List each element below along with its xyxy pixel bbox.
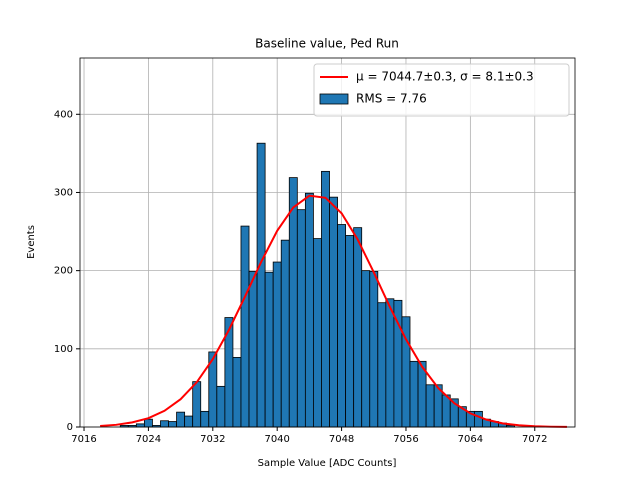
- histogram-bar: [473, 410, 483, 428]
- histogram-bar: [135, 423, 145, 428]
- x-tick-label: 7032: [200, 434, 225, 445]
- histogram-bar: [232, 357, 242, 428]
- histogram-bar: [329, 196, 338, 428]
- y-tick-label: 100: [54, 344, 73, 355]
- histogram-bar: [168, 421, 177, 428]
- histogram-bar: [256, 142, 266, 428]
- histogram-bar: [304, 192, 314, 428]
- legend: μ = 7044.7±0.3, σ = 8.1±0.3 RMS = 7.76: [313, 63, 570, 117]
- histogram-bar: [248, 271, 258, 428]
- x-tick-label: 7064: [458, 434, 483, 445]
- y-axis-label: Events: [26, 225, 37, 259]
- legend-label: μ = 7044.7±0.3, σ = 8.1±0.3: [356, 70, 534, 84]
- marks: [100, 142, 567, 428]
- histogram-bar: [176, 411, 186, 428]
- fit-line: [100, 194, 567, 428]
- legend-swatch: [319, 93, 349, 105]
- chart-title: Baseline value, Ped Run: [255, 37, 399, 51]
- histogram-bar: [353, 227, 363, 428]
- histogram-bar: [425, 384, 435, 428]
- y-tick-label: 300: [54, 187, 73, 198]
- histogram-bar: [361, 270, 371, 428]
- plot-frame: [79, 57, 576, 428]
- histogram-bar: [288, 177, 298, 428]
- histogram-bar: [192, 381, 202, 428]
- x-tick-label: 7016: [71, 434, 96, 445]
- histogram-bar: [377, 302, 387, 428]
- histogram-bar: [409, 360, 419, 428]
- legend-label: RMS = 7.76: [356, 92, 427, 106]
- histogram-bar: [321, 170, 330, 428]
- y-tick-label: 200: [54, 266, 73, 277]
- axes: 7016 7024 7032 7040 7048 7056 7064 7072 0 100 200 3…: [54, 57, 576, 445]
- histogram-bar: [369, 271, 379, 428]
- y-tick-label: 400: [54, 109, 73, 120]
- histogram-bar: [184, 415, 194, 428]
- histogram-bar: [272, 261, 282, 428]
- histogram-bar: [337, 224, 347, 428]
- histogram-bar: [240, 225, 250, 428]
- y-tick-label: 0: [67, 422, 73, 433]
- x-axis-label: Sample Value [ADC Counts]: [258, 458, 397, 469]
- histogram-bar: [160, 420, 169, 428]
- x-tick-label: 7040: [264, 434, 289, 445]
- histogram-bar: [441, 394, 451, 428]
- histogram-bar: [313, 238, 322, 428]
- legend-box: [313, 63, 570, 117]
- histogram-bar: [345, 235, 355, 428]
- histogram-bar: [385, 298, 395, 428]
- histogram-bar: [296, 209, 306, 428]
- x-tick-label: 7048: [329, 434, 354, 445]
- x-tick-label: 7056: [393, 434, 418, 445]
- histogram-bar: [280, 239, 290, 428]
- histogram-bar: [264, 271, 274, 428]
- histogram-bar: [216, 385, 226, 428]
- x-tick-label: 7072: [522, 434, 547, 445]
- histogram-bar: [200, 410, 210, 428]
- x-tick-label: 7024: [136, 434, 161, 445]
- histogram-bar: [143, 418, 153, 428]
